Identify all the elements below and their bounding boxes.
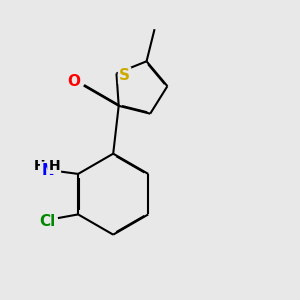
Text: N: N — [41, 163, 54, 178]
Text: S: S — [119, 68, 130, 83]
Text: O: O — [67, 74, 80, 89]
Text: Cl: Cl — [39, 214, 55, 229]
Text: H: H — [48, 159, 60, 173]
Text: H: H — [34, 159, 45, 173]
